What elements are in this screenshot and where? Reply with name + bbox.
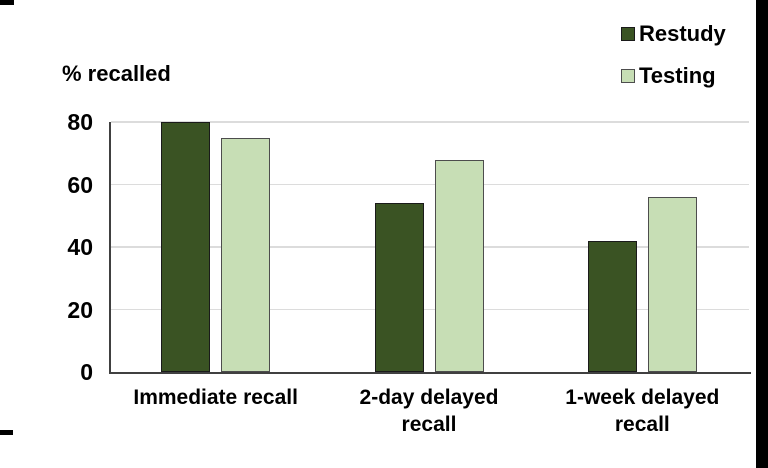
legend-swatch-restudy-icon: [621, 26, 635, 41]
y-axis-line: [109, 122, 111, 374]
legend-swatch-testing-icon: [621, 68, 635, 83]
y-tick-label-0: 0: [80, 359, 93, 385]
bar-testing-2: [434, 159, 484, 372]
gridline-80: [111, 121, 749, 123]
y-tick-label-60: 60: [67, 171, 93, 198]
bar-testing-3: [647, 197, 697, 372]
bar-testing-1: [221, 137, 271, 372]
gridline-60: [111, 183, 749, 186]
screen-edge-artifact-top-left: [0, 0, 14, 5]
y-tick-label-20: 20: [67, 296, 93, 323]
x-category-label-3: 1-week delayed recall: [565, 386, 720, 436]
legend: Restudy Testing: [621, 21, 726, 88]
legend-label-testing: Testing: [639, 63, 716, 88]
legend-label-restudy: Restudy: [639, 21, 726, 46]
x-category-label-2: 2-day delayed recall: [359, 386, 499, 436]
y-axis-title: % recalled: [62, 61, 171, 86]
x-axis-line: [109, 372, 751, 374]
gridline-20: [111, 308, 749, 311]
screen-edge-artifact-right: [756, 0, 768, 468]
screen-edge-artifact-bottom-left: [0, 430, 13, 435]
legend-item-restudy: Restudy: [621, 21, 726, 46]
y-tick-label-80: 80: [67, 109, 93, 135]
legend-item-testing: Testing: [621, 63, 726, 88]
gridline-40: [111, 246, 749, 248]
y-tick-label-40: 40: [67, 234, 93, 260]
x-category-label-1: Immediate recall: [133, 386, 298, 409]
bar-restudy-2: [374, 203, 424, 372]
bar-restudy-1: [161, 122, 211, 372]
bar-restudy-3: [587, 240, 637, 372]
